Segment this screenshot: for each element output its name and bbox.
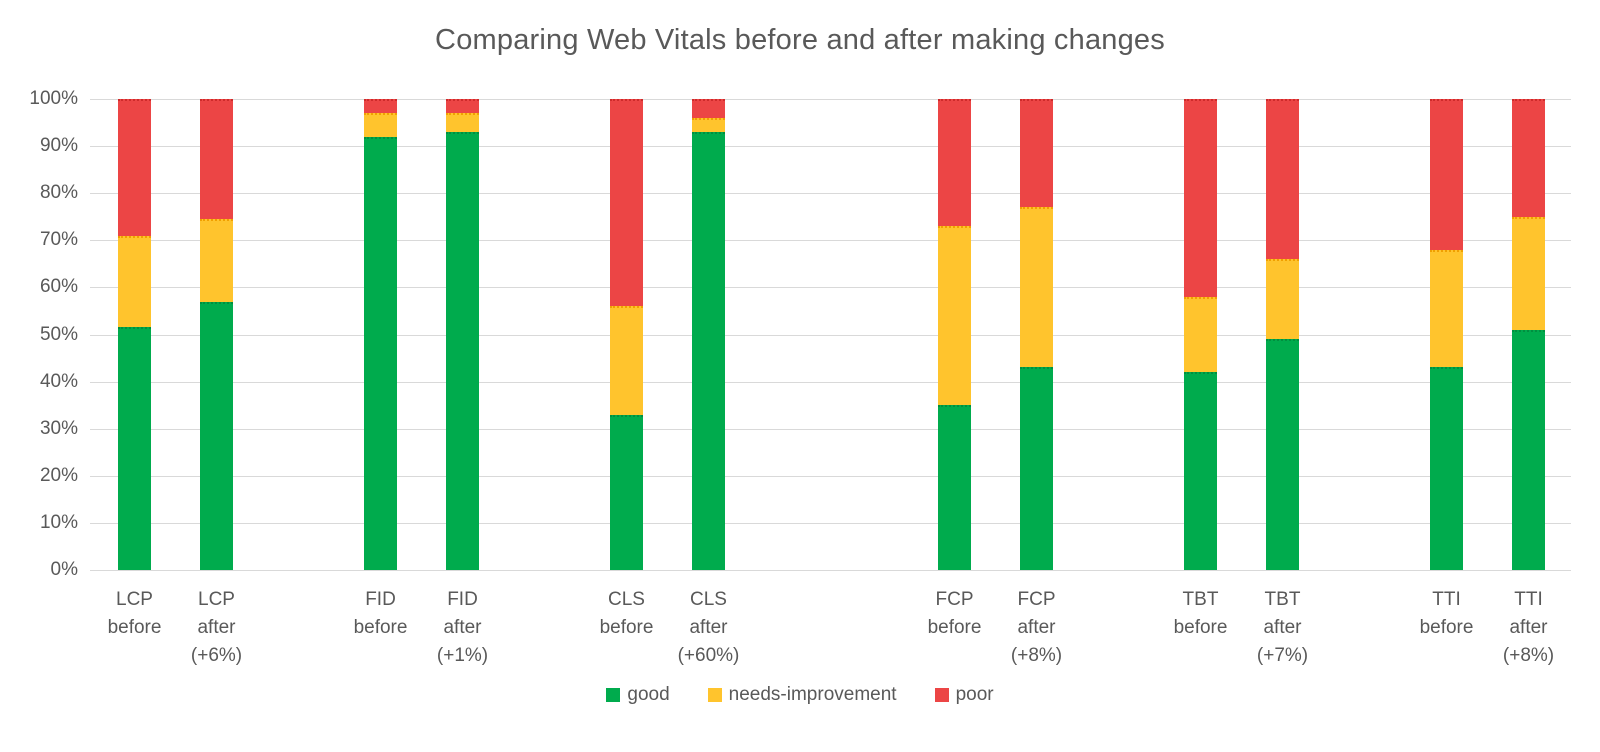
bar-segment-good [1430, 367, 1463, 570]
x-axis-label: CLS before [599, 589, 654, 638]
bar-segment-needs-improvement [610, 306, 643, 415]
bar [1020, 99, 1053, 570]
bar-segment-poor [364, 99, 397, 114]
x-axis-label: LCP before [107, 589, 162, 638]
bar-segment-needs-improvement [692, 117, 725, 132]
bar [118, 99, 151, 570]
x-axis-label: TBT before [1173, 589, 1228, 638]
bar-segment-needs-improvement [1512, 216, 1545, 330]
bar-segment-poor [610, 99, 643, 307]
y-tick-label: 60% [39, 276, 78, 298]
y-tick-label: 50% [39, 323, 78, 345]
gridline [90, 381, 1571, 383]
chart-title: Comparing Web Vitals before and after ma… [435, 24, 1165, 56]
y-tick-label: 90% [39, 135, 78, 157]
bar-segment-needs-improvement [1266, 259, 1299, 340]
bar-segment-good [610, 414, 643, 570]
bar-segment-needs-improvement [938, 226, 971, 406]
bar [446, 99, 479, 570]
x-axis: LCP before LCP after (+6%) FID before FID a… [90, 586, 1571, 682]
legend-item-poor: poor [934, 684, 994, 706]
bar-segment-poor [1512, 99, 1545, 217]
bar [1266, 99, 1299, 570]
y-tick-label: 100% [29, 88, 78, 109]
bar-segment-good [938, 405, 971, 570]
bar-segment-good [1020, 367, 1053, 570]
legend-label: poor [955, 684, 994, 705]
bar-segment-good [1184, 372, 1217, 570]
bar-segment-poor [1430, 99, 1463, 250]
bar [1430, 99, 1463, 570]
x-axis-label: FCP before [927, 589, 982, 638]
gridline [90, 240, 1571, 242]
y-tick-label: 30% [39, 417, 78, 439]
bar-segment-needs-improvement [1020, 207, 1053, 368]
bar-segment-good [200, 301, 233, 570]
y-tick-label: 20% [39, 464, 78, 486]
bar-segment-needs-improvement [364, 113, 397, 137]
bar-segment-poor [1184, 99, 1217, 297]
legend-item-needs-improvement: needs-improvement [707, 684, 897, 706]
x-axis-label: LCP after (+6%) [190, 589, 243, 666]
x-axis-label: CLS after (+60%) [677, 589, 740, 666]
bar-segment-needs-improvement [1184, 296, 1217, 373]
legend-label: needs-improvement [728, 684, 897, 705]
y-tick-label: 40% [39, 370, 78, 392]
gridline [90, 570, 1571, 571]
bar [692, 99, 725, 570]
bar-segment-poor [938, 99, 971, 227]
bar-segment-good [1266, 339, 1299, 570]
bar-segment-poor [118, 99, 151, 236]
bar-segment-needs-improvement [118, 235, 151, 328]
gridline [90, 287, 1571, 289]
y-tick-label: 0% [50, 559, 78, 580]
gridline [90, 522, 1571, 524]
bar-segment-good [446, 131, 479, 570]
legend-swatch-needs-improvement-icon [707, 688, 722, 702]
bar [610, 99, 643, 570]
legend: good needs-improvement poor [0, 684, 1600, 706]
gridline [90, 334, 1571, 336]
bar-segment-poor [200, 99, 233, 220]
y-tick-label: 80% [39, 182, 78, 204]
gridline [90, 99, 1571, 100]
gridline [90, 475, 1571, 477]
bar [1512, 99, 1545, 570]
bar [938, 99, 971, 570]
bar-segment-poor [692, 99, 725, 118]
bar [364, 99, 397, 570]
bar-segment-good [692, 131, 725, 570]
gridline [90, 193, 1571, 195]
bar [1184, 99, 1217, 570]
bar-segment-poor [1266, 99, 1299, 260]
legend-label: good [627, 684, 670, 705]
gridline [90, 146, 1571, 148]
legend-swatch-good-icon [606, 688, 621, 702]
x-axis-label: FID after (+1%) [436, 589, 489, 666]
plot-area [90, 99, 1571, 571]
gridline [90, 428, 1571, 430]
legend-swatch-poor-icon [934, 688, 949, 702]
bar [200, 99, 233, 570]
bar-segment-needs-improvement [446, 113, 479, 132]
x-axis-label: TTI after (+8%) [1502, 589, 1555, 666]
bar-segment-needs-improvement [200, 219, 233, 302]
bar-segment-good [364, 136, 397, 570]
bar-segment-good [118, 327, 151, 570]
legend-item-good: good [606, 684, 670, 706]
x-axis-label: FCP after (+8%) [1010, 589, 1063, 666]
bar-segment-poor [446, 99, 479, 114]
y-tick-label: 10% [39, 511, 78, 533]
bar-segment-good [1512, 329, 1545, 570]
y-axis: 0% 10% 20% 30% 40% 50% 60% 70% 80% 90% 100% [0, 88, 78, 580]
x-axis-label: TBT after (+7%) [1256, 589, 1309, 666]
x-axis-label: TTI before [1419, 589, 1474, 638]
y-tick-label: 70% [39, 229, 78, 251]
x-axis-label: FID before [353, 589, 408, 638]
bar-segment-poor [1020, 99, 1053, 208]
bar-segment-needs-improvement [1430, 249, 1463, 368]
